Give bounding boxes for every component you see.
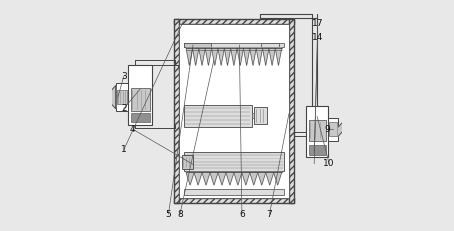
Polygon shape	[338, 122, 342, 136]
Bar	[174, 19, 294, 24]
Polygon shape	[275, 48, 281, 65]
Polygon shape	[250, 173, 258, 185]
Polygon shape	[258, 173, 266, 185]
Polygon shape	[199, 48, 205, 65]
Bar	[309, 145, 326, 155]
Bar	[128, 65, 153, 125]
Bar	[117, 90, 127, 104]
Bar	[131, 113, 150, 122]
Text: 1: 1	[121, 146, 127, 155]
Polygon shape	[212, 48, 218, 65]
Bar	[261, 43, 279, 47]
Bar	[179, 24, 289, 198]
Polygon shape	[224, 48, 231, 65]
Polygon shape	[250, 48, 256, 65]
Polygon shape	[242, 173, 250, 185]
Bar	[182, 155, 192, 169]
Polygon shape	[186, 48, 192, 65]
Polygon shape	[231, 48, 237, 65]
Bar	[116, 83, 128, 111]
Polygon shape	[274, 173, 281, 185]
Bar	[289, 19, 294, 203]
Text: 2: 2	[121, 104, 127, 113]
Bar	[174, 19, 294, 24]
Bar	[328, 118, 338, 141]
Polygon shape	[218, 173, 226, 185]
Bar	[184, 43, 212, 47]
Polygon shape	[194, 173, 202, 185]
Polygon shape	[210, 173, 218, 185]
Bar	[174, 19, 179, 203]
Polygon shape	[243, 48, 250, 65]
Bar	[185, 164, 283, 166]
Text: 4: 4	[130, 125, 136, 134]
Bar	[185, 154, 283, 156]
Text: 10: 10	[323, 159, 335, 168]
Polygon shape	[237, 48, 243, 65]
Text: 14: 14	[312, 33, 323, 42]
Bar	[174, 198, 294, 203]
Polygon shape	[192, 48, 199, 65]
Bar	[185, 119, 251, 121]
Bar	[289, 19, 294, 203]
Bar	[185, 107, 251, 109]
Polygon shape	[262, 48, 269, 65]
Bar	[185, 167, 283, 169]
Text: 7: 7	[266, 210, 272, 219]
Bar	[184, 152, 284, 171]
Text: 3: 3	[121, 72, 127, 81]
Polygon shape	[202, 173, 210, 185]
Bar	[174, 198, 294, 203]
Polygon shape	[186, 173, 194, 185]
Text: 6: 6	[239, 210, 245, 219]
Text: 17: 17	[312, 19, 323, 28]
Bar	[184, 105, 252, 127]
Text: 5: 5	[166, 210, 171, 219]
Text: 8: 8	[177, 210, 183, 219]
Bar	[252, 113, 254, 118]
Polygon shape	[205, 48, 212, 65]
Bar	[131, 88, 150, 111]
Polygon shape	[256, 48, 262, 65]
Polygon shape	[266, 173, 274, 185]
Text: 9: 9	[324, 125, 330, 134]
Bar	[184, 43, 284, 47]
Polygon shape	[112, 86, 116, 109]
Bar	[185, 161, 283, 163]
Bar	[185, 115, 251, 117]
Bar	[306, 106, 328, 157]
Bar	[185, 111, 251, 113]
Polygon shape	[226, 173, 234, 185]
Polygon shape	[269, 48, 275, 65]
Bar	[309, 120, 326, 141]
Bar	[254, 107, 266, 124]
Bar	[184, 188, 284, 195]
Polygon shape	[218, 48, 224, 65]
Bar	[174, 19, 179, 203]
Bar	[185, 158, 283, 159]
Bar	[185, 123, 251, 125]
Polygon shape	[234, 173, 242, 185]
Bar	[329, 122, 337, 136]
